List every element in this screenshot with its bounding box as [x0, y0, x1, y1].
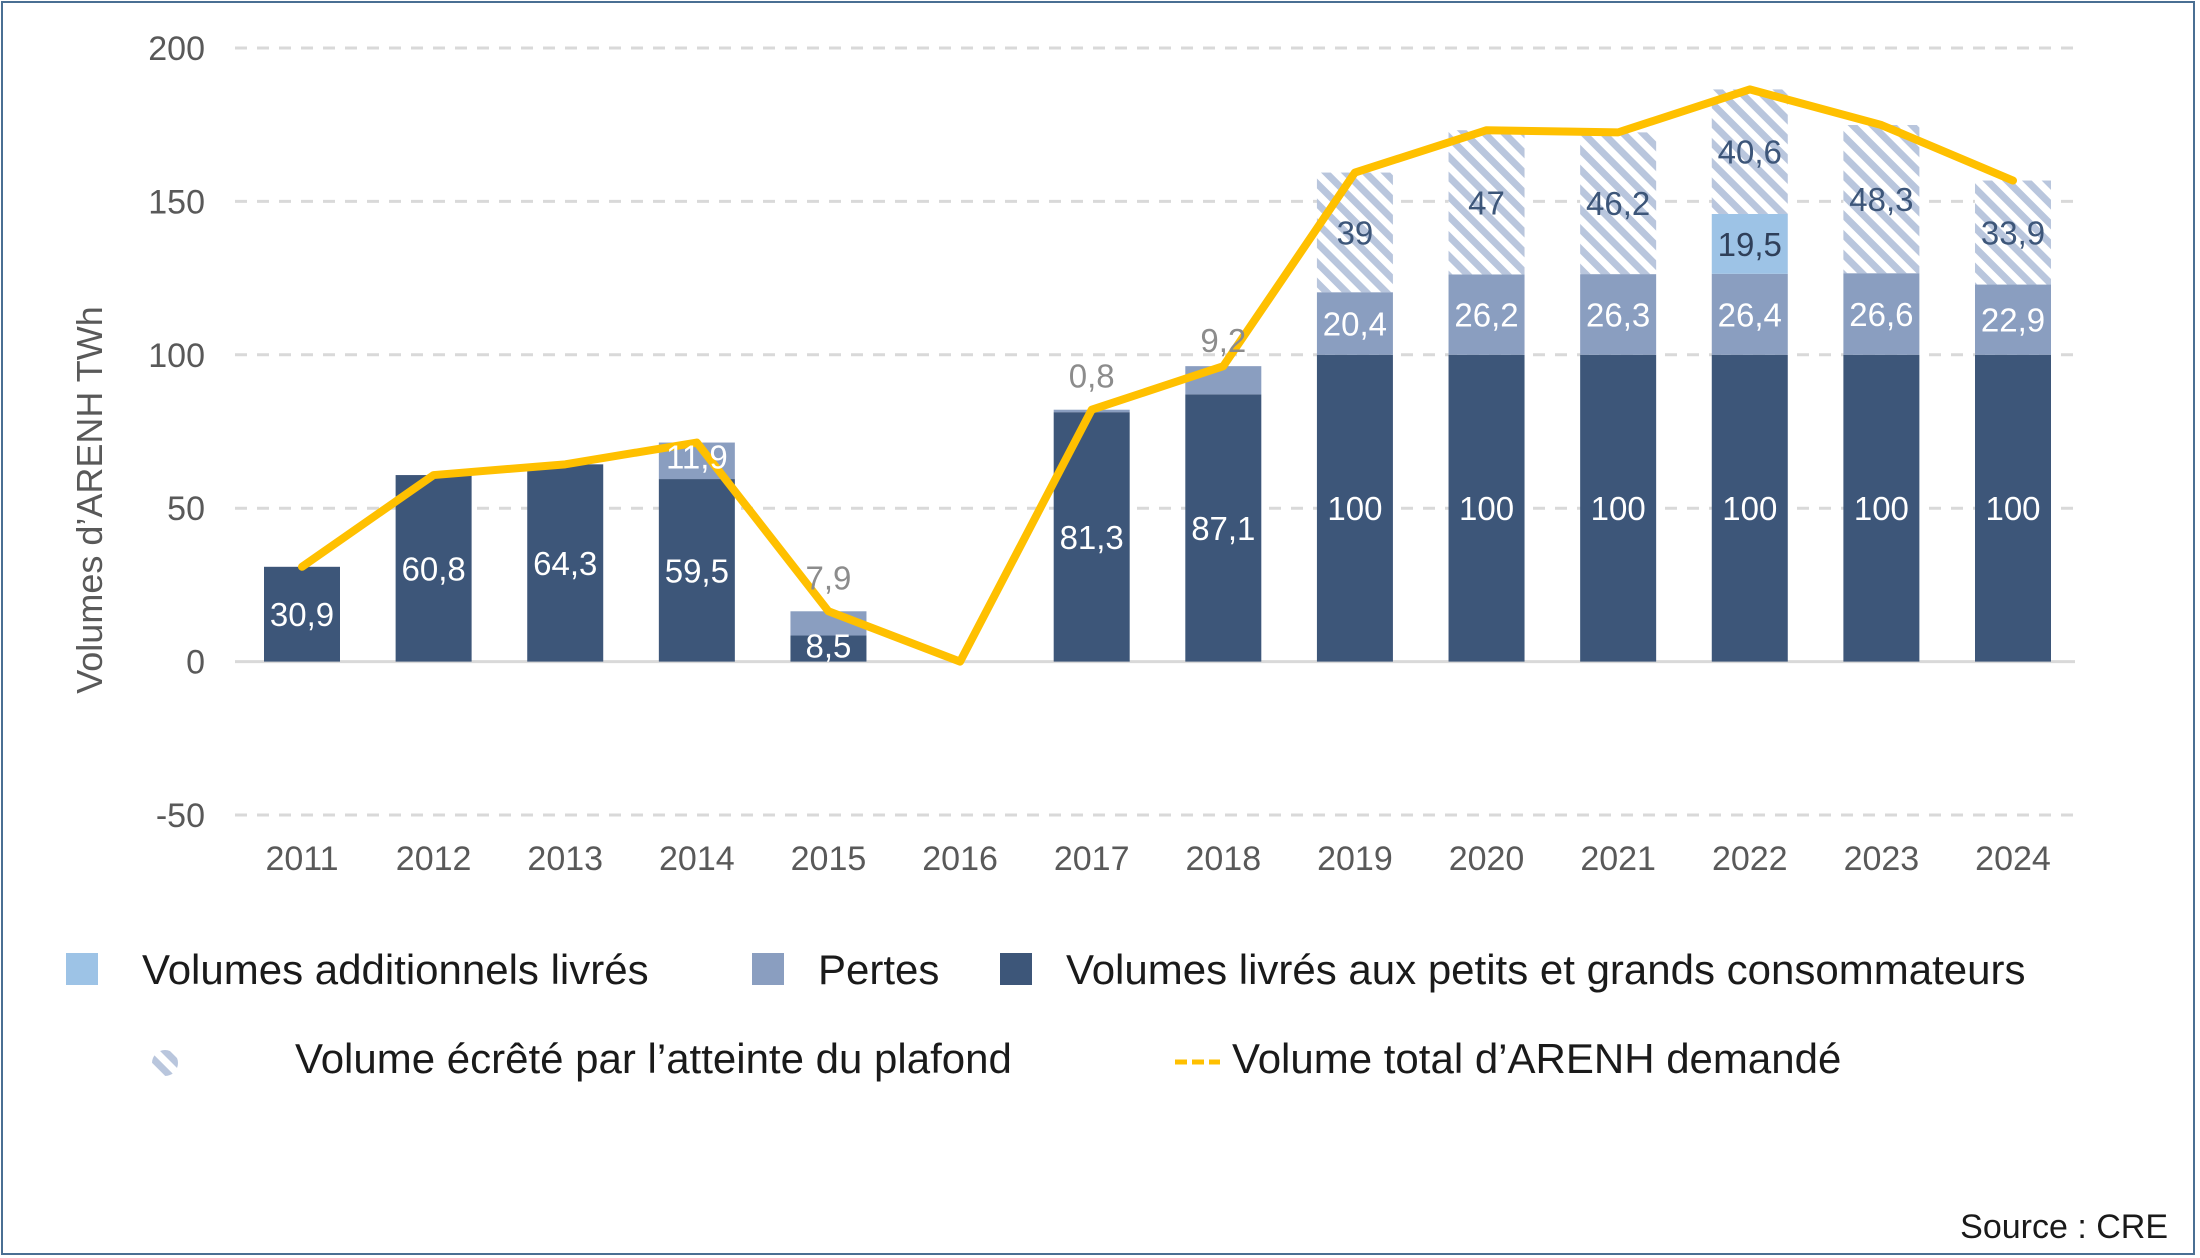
y-axis-ticks: -50 0 50 100 150 200 [148, 30, 205, 835]
data-label-pertes: 26,6 [1849, 296, 1913, 333]
legend-swatch-ecrete [152, 1050, 178, 1076]
data-label-livres: 100 [1854, 490, 1909, 527]
data-label-livres: 100 [1985, 490, 2040, 527]
y-tick-label: 100 [148, 337, 205, 375]
data-label-ecrete: 40,6 [1718, 134, 1782, 171]
bar-livres [1975, 354, 2051, 662]
bar-livres [395, 475, 472, 662]
data-label-pertes: 7,9 [806, 559, 852, 596]
bar-livres [1580, 354, 1657, 662]
data-label-additionnels: 19,5 [1718, 226, 1782, 263]
bar-pertes [1975, 284, 2051, 355]
data-label-livres: 30,9 [270, 596, 334, 633]
data-label-livres: 100 [1327, 490, 1382, 527]
data-label-livres: 87,1 [1191, 510, 1255, 547]
data-label-livres: 60,8 [401, 550, 465, 587]
bar-ecrete [1448, 130, 1525, 275]
bar-livres [658, 479, 735, 662]
legend-swatch-pertes [752, 953, 784, 985]
bar-livres [1711, 354, 1788, 662]
data-label-livres: 64,3 [533, 545, 597, 582]
data-labels: 30,9 60,8 64,3 59,5 11,9 8,5 7,9 81,3 0,8 87,1 9,2… [270, 134, 2045, 665]
line-total-demand [298, 85, 2017, 666]
data-label-ecrete: 46,2 [1586, 185, 1650, 222]
data-label-pertes: 22,9 [1981, 302, 2045, 339]
bar-pertes [1316, 292, 1393, 355]
bar-ecrete [1316, 172, 1393, 293]
bar-livres [264, 566, 340, 662]
x-tick-label: 2024 [1975, 840, 2051, 878]
x-tick-label: 2014 [659, 840, 735, 878]
data-label-pertes: 0,8 [1069, 358, 1115, 395]
bar-ecrete [1580, 132, 1657, 275]
source-note: Source : CRE [1960, 1208, 2168, 1246]
legend-label-pertes: Pertes [818, 946, 939, 993]
legend-swatch-livres [1000, 953, 1032, 985]
bar-livres [790, 635, 867, 662]
y-tick-label: 150 [148, 183, 205, 221]
bar-pertes [1448, 274, 1525, 355]
bar-livres [1185, 394, 1262, 662]
y-tick-label: 200 [148, 30, 205, 68]
data-label-pertes: 26,2 [1454, 297, 1518, 334]
data-label-livres: 100 [1722, 490, 1777, 527]
x-tick-label: 2021 [1580, 840, 1656, 878]
data-label-livres: 100 [1591, 490, 1646, 527]
data-label-ecrete: 47 [1468, 184, 1505, 221]
bar-livres [1843, 354, 1920, 662]
legend-label-livres: Volumes livrés aux petits et grands cons… [1066, 946, 2025, 993]
bar-ecrete [1975, 180, 2051, 285]
bar-livres [527, 464, 604, 662]
x-tick-label: 2012 [396, 840, 472, 878]
legend-swatch-additionnels [66, 953, 98, 985]
bar-livres [1316, 354, 1393, 662]
x-tick-label: 2015 [791, 840, 867, 878]
x-tick-label: 2022 [1712, 840, 1788, 878]
y-tick-label: 0 [186, 644, 205, 682]
data-label-pertes: 26,3 [1586, 296, 1650, 333]
bar-additionnels [1711, 213, 1788, 274]
legend: Volumes additionnels livrés Pertes Volumes… [66, 946, 2025, 1082]
bars [264, 89, 2051, 662]
total-line [298, 85, 2017, 666]
data-label-pertes: 11,9 [666, 439, 728, 476]
x-tick-label: 2018 [1185, 840, 1261, 878]
data-label-ecrete: 39 [1337, 214, 1374, 251]
legend-label-total: Volume total d’ARENH demandé [1232, 1035, 1841, 1082]
bar-pertes [1580, 274, 1657, 355]
y-axis-title: Volumes d’ARENH TWh [69, 306, 110, 693]
x-tick-label: 2019 [1317, 840, 1393, 878]
x-tick-label: 2013 [527, 840, 603, 878]
data-label-pertes: 9,2 [1200, 322, 1246, 359]
x-tick-label: 2020 [1449, 840, 1525, 878]
x-tick-label: 2017 [1054, 840, 1130, 878]
legend-label-additionnels: Volumes additionnels livrés [142, 946, 649, 993]
x-tick-label: 2016 [922, 840, 998, 878]
data-label-ecrete: 33,9 [1981, 215, 2045, 252]
data-label-livres: 81,3 [1060, 519, 1124, 556]
bar-ecrete [1711, 89, 1788, 214]
data-label-livres: 100 [1459, 490, 1514, 527]
bar-pertes [1185, 366, 1262, 395]
legend-label-ecrete: Volume écrêté par l’atteinte du plafond [295, 1035, 1012, 1082]
x-tick-label: 2023 [1844, 840, 1920, 878]
data-label-ecrete: 48,3 [1849, 181, 1913, 218]
bar-pertes [1843, 273, 1920, 355]
gridlines [235, 46, 2075, 817]
data-label-pertes: 20,4 [1323, 306, 1387, 343]
y-tick-label: 50 [167, 490, 205, 528]
bar-pertes [1711, 273, 1788, 355]
bar-livres [1448, 354, 1525, 662]
data-label-livres: 59,5 [665, 552, 729, 589]
data-label-livres: 8,5 [806, 628, 852, 665]
x-tick-label: 2011 [265, 840, 338, 878]
data-label-pertes: 26,4 [1718, 296, 1782, 333]
bar-ecrete [1843, 125, 1920, 274]
x-axis-ticks: 2011 2012 2013 2014 2015 2016 2017 2018 2019 2020… [265, 840, 2050, 878]
y-tick-label: -50 [156, 797, 205, 835]
